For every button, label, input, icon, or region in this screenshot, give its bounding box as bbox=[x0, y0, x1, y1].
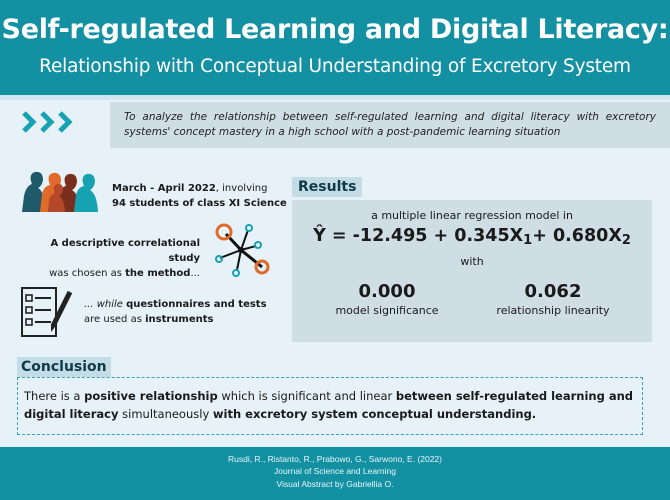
study-period: March - April 2022 bbox=[112, 183, 216, 194]
objective-text: To analyze the relationship between self… bbox=[124, 110, 656, 138]
citation-journal: Journal of Science and Learning bbox=[274, 466, 396, 477]
page-title: Self-regulated Learning and Digital Lite… bbox=[1, 14, 669, 45]
chevron-right-icon bbox=[22, 111, 73, 133]
conclusion-t1: There is a bbox=[24, 389, 85, 403]
linearity-stat: 0.062 relationship linearity bbox=[468, 281, 638, 317]
conclusion-text: There is a positive relationship which i… bbox=[24, 387, 634, 424]
conclusion-t5: simultaneously bbox=[118, 407, 213, 422]
equation-mid: + 0.680X bbox=[532, 226, 622, 246]
conclusion-box: There is a positive relationship which i… bbox=[17, 377, 643, 435]
significance-label: model significance bbox=[335, 304, 439, 317]
instruments-used-as: are used as bbox=[84, 314, 146, 325]
correlation-network-icon bbox=[215, 223, 270, 277]
questionnaire-checklist-icon bbox=[21, 287, 73, 337]
conclusion-t2: positive relationship bbox=[84, 389, 218, 403]
instruments-prefix: ... while bbox=[84, 299, 127, 310]
study-period-text: March - April 2022, involving 94 student… bbox=[112, 181, 287, 211]
results-with: with bbox=[460, 255, 484, 268]
results-box: a multiple linear regression model in Ŷ … bbox=[292, 200, 652, 342]
study-period-suffix: , involving bbox=[215, 183, 268, 194]
page-subtitle: Relationship with Conceptual Understandi… bbox=[39, 56, 631, 77]
conclusion-heading: Conclusion bbox=[17, 357, 111, 377]
objective-box: To analyze the relationship between self… bbox=[110, 102, 670, 148]
equation-sub1: 1 bbox=[523, 233, 533, 248]
header-divider bbox=[0, 95, 670, 100]
method-label: the method bbox=[125, 268, 191, 279]
instruments-tools: questionnaires and tests bbox=[126, 299, 267, 310]
method-text: A descriptive correlational study was ch… bbox=[26, 236, 200, 281]
students-icon bbox=[22, 171, 98, 212]
significance-stat: 0.000 model significance bbox=[302, 281, 472, 317]
results-intro: a multiple linear regression model in bbox=[371, 209, 573, 222]
method-design: A descriptive correlational study bbox=[50, 238, 200, 264]
regression-equation: Ŷ = -12.495 + 0.345X1+ 0.680X2 bbox=[292, 226, 652, 248]
citation-authors: Rusdi, R., Ristanto, R., Prabowo, G., Sa… bbox=[227, 454, 442, 464]
equation-sub2: 2 bbox=[621, 233, 631, 248]
linearity-label: relationship linearity bbox=[496, 304, 610, 317]
conclusion-t4: between self-regulated learning and digi… bbox=[24, 389, 634, 422]
citation-footer: Rusdi, R., Ristanto, R., Prabowo, G., Sa… bbox=[0, 447, 670, 500]
conclusion-t6: with excretory system conceptual underst… bbox=[212, 407, 537, 422]
conclusion-t3: which is significant and linear bbox=[217, 389, 396, 403]
equation-lhs: Ŷ = -12.495 + 0.345X bbox=[313, 226, 524, 246]
method-ellipsis: ... bbox=[190, 268, 200, 279]
instruments-text: ... while questionnaires and tests are u… bbox=[84, 297, 267, 327]
method-chosen: was chosen as bbox=[49, 268, 126, 279]
header-banner: Self-regulated Learning and Digital Lite… bbox=[0, 0, 670, 95]
results-heading: Results bbox=[292, 177, 363, 197]
study-participants: 94 students of class XI Science bbox=[112, 198, 287, 209]
linearity-value: 0.062 bbox=[524, 281, 582, 302]
significance-value: 0.000 bbox=[358, 281, 416, 302]
citation-credit: Visual Abstract by Gabriellia O. bbox=[276, 478, 394, 489]
instruments-label: instruments bbox=[145, 314, 214, 325]
